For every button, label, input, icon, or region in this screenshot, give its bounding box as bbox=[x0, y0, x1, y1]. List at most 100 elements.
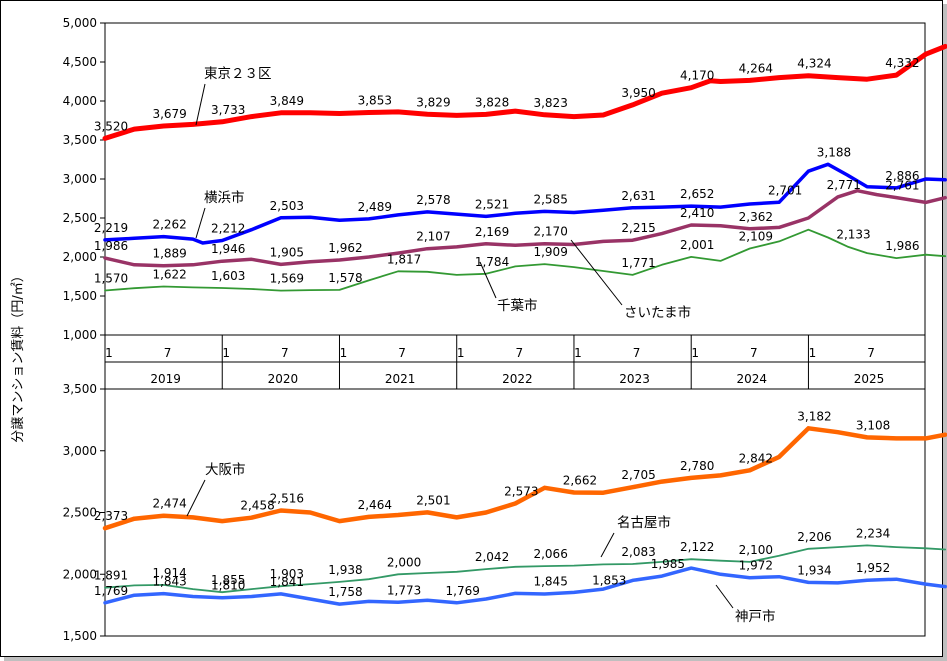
data-label: 2,771 bbox=[827, 178, 861, 192]
x-month-tick: 7 bbox=[516, 346, 524, 360]
y-tick-label: 3,500 bbox=[63, 133, 97, 147]
x-month-tick: 1 bbox=[457, 346, 465, 360]
x-month-tick: 7 bbox=[398, 346, 406, 360]
series-name-label: 東京２３区 bbox=[204, 66, 272, 82]
data-label: 2,215 bbox=[621, 221, 655, 235]
series-leader-line bbox=[570, 239, 623, 306]
data-label: 3,828 bbox=[475, 95, 509, 109]
data-label: 2,042 bbox=[475, 550, 509, 564]
y-tick-label: 2,500 bbox=[63, 506, 97, 520]
y-tick-label: 2,000 bbox=[63, 250, 97, 264]
y-tick-label: 2,000 bbox=[63, 567, 97, 581]
data-label: 1,914 bbox=[152, 566, 186, 580]
data-label: 2,701 bbox=[768, 183, 802, 197]
data-label: 3,520 bbox=[94, 119, 128, 133]
data-label: 2,169 bbox=[475, 225, 509, 239]
y-tick-label: 3,500 bbox=[63, 382, 97, 396]
y-tick-label: 3,000 bbox=[63, 444, 97, 458]
data-label: 2,761 bbox=[885, 179, 919, 193]
data-label: 1,769 bbox=[446, 584, 480, 598]
x-month-tick: 7 bbox=[750, 346, 758, 360]
y-tick-label: 4,500 bbox=[63, 55, 97, 69]
data-label: 2,170 bbox=[533, 225, 567, 239]
data-label: 2,219 bbox=[94, 221, 128, 235]
data-label: 2,501 bbox=[416, 493, 450, 507]
data-label: 2,133 bbox=[836, 228, 870, 242]
data-label: 1,972 bbox=[739, 559, 773, 573]
series-leader-line bbox=[715, 584, 734, 609]
y-tick-label: 3,000 bbox=[63, 172, 97, 186]
x-year-label: 2023 bbox=[619, 372, 650, 386]
data-label: 4,332 bbox=[885, 56, 919, 70]
data-label: 2,464 bbox=[358, 498, 392, 512]
data-label: 2,662 bbox=[563, 473, 597, 487]
data-label: 2,000 bbox=[387, 555, 421, 569]
series-leader-line bbox=[479, 261, 497, 299]
series-name-label: 横浜市 bbox=[204, 189, 245, 206]
data-label: 2,066 bbox=[533, 547, 567, 561]
data-label: 1,578 bbox=[328, 271, 362, 285]
data-label: 3,853 bbox=[358, 93, 392, 107]
x-year-label: 2024 bbox=[737, 372, 768, 386]
series-leader-line bbox=[195, 207, 206, 239]
data-label: 1,769 bbox=[94, 584, 128, 598]
data-label: 2,109 bbox=[739, 229, 773, 243]
data-label: 1,817 bbox=[387, 252, 421, 266]
data-label: 1,569 bbox=[270, 272, 304, 286]
data-label: 4,170 bbox=[680, 69, 714, 83]
data-label: 3,849 bbox=[270, 94, 304, 108]
y-tick-label: 1,000 bbox=[63, 328, 97, 342]
data-label: 1,985 bbox=[651, 557, 685, 571]
data-label: 1,934 bbox=[797, 563, 831, 577]
series-name-label: 神戸市 bbox=[735, 608, 776, 625]
data-label: 1,909 bbox=[533, 245, 567, 259]
data-label: 2,474 bbox=[152, 497, 186, 511]
series-leader-line bbox=[600, 532, 615, 558]
data-label: 2,100 bbox=[739, 543, 773, 557]
y-tick-label: 2,500 bbox=[63, 211, 97, 225]
x-month-tick: 7 bbox=[281, 346, 289, 360]
data-label: 2,083 bbox=[621, 545, 655, 559]
data-label: 3,829 bbox=[416, 95, 450, 109]
data-label: 3,950 bbox=[621, 86, 655, 100]
data-label: 1,845 bbox=[533, 574, 567, 588]
data-label: 1,938 bbox=[328, 563, 362, 577]
data-label: 2,234 bbox=[856, 526, 890, 540]
data-label: 1,952 bbox=[856, 561, 890, 575]
series-name-label: 千葉市 bbox=[497, 297, 538, 314]
x-year-label: 2019 bbox=[150, 372, 181, 386]
data-label: 4,324 bbox=[797, 57, 831, 71]
data-label: 2,503 bbox=[270, 199, 304, 213]
data-label: 2,521 bbox=[475, 197, 509, 211]
x-year-label: 2025 bbox=[854, 372, 885, 386]
series-b0-line bbox=[102, 426, 947, 531]
data-label: 1,986 bbox=[885, 239, 919, 253]
data-label: 1,889 bbox=[152, 247, 186, 261]
data-label: 2,362 bbox=[739, 210, 773, 224]
data-label: 3,188 bbox=[817, 145, 851, 159]
series-name-label: さいたま市 bbox=[624, 304, 691, 321]
data-label: 1,986 bbox=[94, 239, 128, 253]
data-label: 3,823 bbox=[533, 96, 567, 110]
x-month-tick: 1 bbox=[691, 346, 699, 360]
y-tick-label: 1,500 bbox=[63, 629, 97, 643]
data-label: 2,001 bbox=[680, 238, 714, 252]
data-label: 2,578 bbox=[416, 193, 450, 207]
data-label: 2,780 bbox=[680, 459, 714, 473]
data-label: 1,771 bbox=[621, 256, 655, 270]
data-label: 2,652 bbox=[680, 187, 714, 201]
x-year-label: 2021 bbox=[385, 372, 416, 386]
data-label: 1,853 bbox=[592, 573, 626, 587]
data-label: 1,810 bbox=[211, 579, 245, 593]
data-label: 1,843 bbox=[152, 575, 186, 589]
x-month-tick: 7 bbox=[867, 346, 875, 360]
data-label: 3,182 bbox=[797, 409, 831, 423]
data-label: 2,705 bbox=[621, 468, 655, 482]
data-label: 2,206 bbox=[797, 530, 831, 544]
data-label: 3,733 bbox=[211, 103, 245, 117]
data-label: 1,784 bbox=[475, 255, 509, 269]
x-year-label: 2020 bbox=[268, 372, 299, 386]
data-label: 2,262 bbox=[152, 218, 186, 232]
x-year-label: 2022 bbox=[502, 372, 533, 386]
x-month-tick: 7 bbox=[633, 346, 641, 360]
